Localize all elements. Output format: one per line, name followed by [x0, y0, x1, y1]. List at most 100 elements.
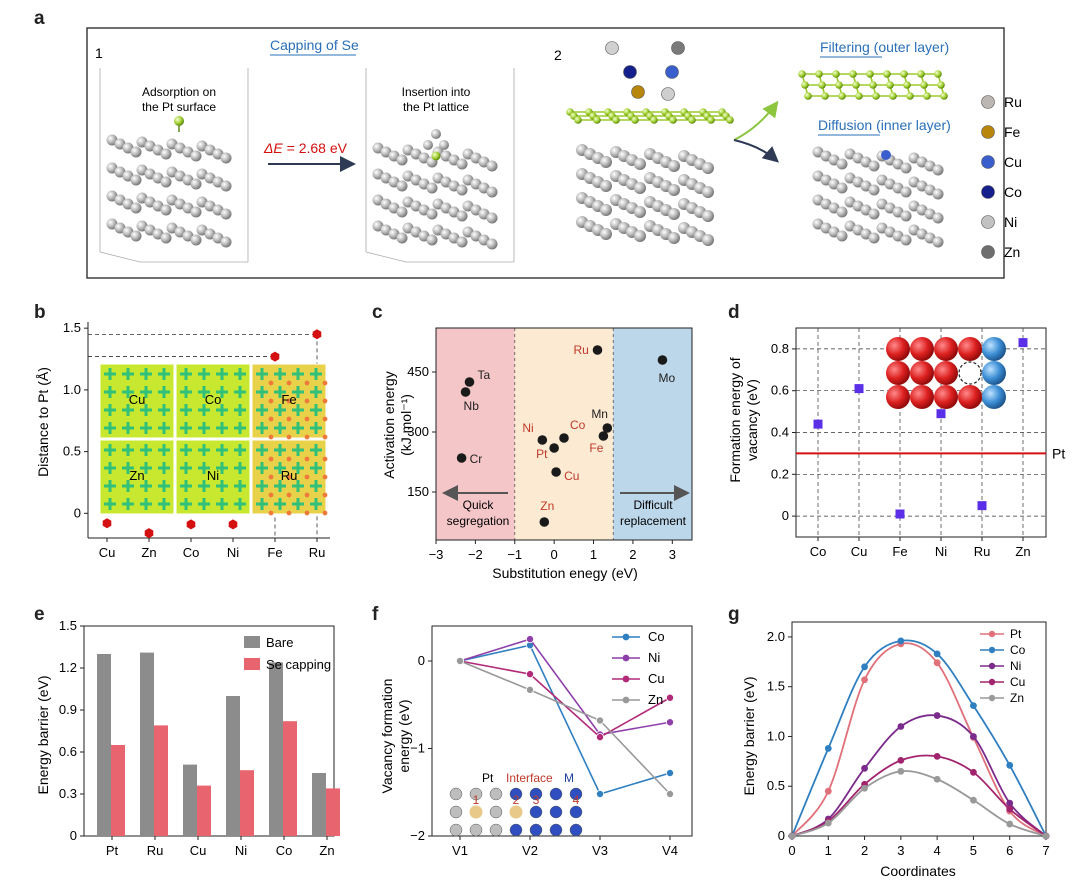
- pt-atom: [220, 180, 232, 192]
- legend-atom-ru: [981, 95, 995, 109]
- pt-atom: [190, 206, 202, 218]
- panel-d-ylabel-1: Formation energy of: [727, 357, 743, 482]
- y-tick-label: −1: [410, 741, 425, 756]
- pt-atom: [426, 208, 438, 220]
- metal-sphere: [982, 385, 1006, 409]
- legend-atom-fe: [981, 125, 995, 139]
- pt-atom: [190, 178, 202, 190]
- charge-map-lobe: [202, 444, 206, 456]
- series-line-co: [459, 644, 671, 795]
- charge-map-lobe: [260, 404, 264, 416]
- legend-label-se-capping: Se capping: [266, 657, 331, 672]
- data-point-zn: [144, 528, 154, 539]
- inset-vacancy-marker: [469, 805, 483, 819]
- x-tick-label: V2: [522, 843, 538, 858]
- point-label-mo: Mo: [658, 371, 675, 385]
- se-atom: [889, 92, 897, 100]
- x-tick-label: Ni: [935, 544, 947, 559]
- pt-atom: [160, 204, 172, 216]
- bar-bare-ru: [140, 652, 154, 836]
- se-atom: [934, 70, 942, 78]
- metal-sphere: [982, 361, 1006, 385]
- pt-atom: [836, 182, 848, 194]
- y-tick-label: 0: [74, 505, 81, 520]
- charge-map-lobe: [126, 498, 130, 510]
- legend-marker-co: [622, 633, 630, 641]
- pt-atom: [634, 182, 646, 194]
- pt-atom: [668, 232, 680, 244]
- legend-label-pt: Pt: [1010, 627, 1022, 641]
- se-atom: [940, 92, 948, 100]
- x-tick-label: Ru: [974, 544, 991, 559]
- panel-f-legend: Co Ni Cu Zn: [612, 629, 665, 707]
- charge-map-lobe: [144, 444, 148, 456]
- data-point-co: [559, 433, 569, 443]
- inset-pt-atom: [489, 805, 503, 819]
- y-tick-label: 1.0: [63, 382, 81, 397]
- charge-map-hot: [304, 416, 310, 422]
- pt-atom: [868, 232, 880, 244]
- step1-label: 1: [95, 45, 103, 61]
- adsorption-line2: the Pt surface: [142, 100, 216, 114]
- charge-map-lobe: [238, 386, 242, 398]
- bar-bare-zn: [312, 773, 326, 836]
- panel-a-frame: [86, 27, 1005, 279]
- inset-metal-atom: [529, 823, 543, 837]
- x-tick-label: Cu: [851, 544, 868, 559]
- charge-map-lobe: [108, 480, 112, 492]
- charge-map-lobe: [314, 386, 318, 398]
- legend-marker-zn: [988, 694, 996, 702]
- pt-atom: [836, 158, 848, 170]
- series-point-zn: [1006, 820, 1014, 828]
- reference-label-pt: Pt: [1052, 445, 1065, 461]
- x-tick-label: 7: [1042, 843, 1049, 858]
- inset-metal-atom: [509, 787, 523, 801]
- charge-map-lobe: [314, 462, 318, 474]
- charge-map-lobe: [144, 404, 148, 416]
- data-point-ni: [228, 519, 238, 530]
- inset-metal-atom: [549, 805, 563, 819]
- charge-map-lobe: [314, 498, 318, 510]
- legend-atom-cu: [981, 155, 995, 169]
- charge-map-hot: [322, 456, 328, 462]
- charge-map-hot: [268, 492, 274, 498]
- pt-atom: [396, 180, 408, 192]
- pt-atom: [600, 204, 612, 216]
- charge-map-lobe: [220, 462, 224, 474]
- charge-map-lobe: [278, 444, 282, 456]
- panel-b-ylabel: Distance to Pt (Å): [35, 367, 51, 477]
- panel-d: 0 0.2 0.4 0.6 0.8 Co Cu Fe Ni Ru Zn Pt Formation e…: [727, 327, 1065, 559]
- pt-atom: [702, 210, 714, 222]
- point-label-zn: Zn: [540, 499, 554, 513]
- charge-map-lobe: [238, 444, 242, 456]
- charge-map-lobe: [108, 368, 112, 380]
- charge-map-tile: [175, 439, 251, 515]
- charge-map-lobe: [202, 386, 206, 398]
- charge-map-hot: [322, 510, 328, 516]
- se-atom: [937, 81, 945, 89]
- charge-map-hot: [304, 380, 310, 386]
- pt-atom: [456, 236, 468, 248]
- y-tick-label: 0.3: [59, 786, 77, 801]
- series-curve-ni: [791, 714, 1047, 837]
- legend-label-fe: Fe: [1004, 124, 1021, 140]
- charge-map-lobe: [162, 498, 166, 510]
- charge-map-lobe: [126, 462, 130, 474]
- charge-map-lobe: [220, 386, 224, 398]
- legend-label-cu: Cu: [1010, 675, 1025, 689]
- se-atom: [832, 70, 840, 78]
- series-point-co: [897, 637, 905, 645]
- inset-metal-atom: [569, 787, 583, 801]
- x-tick-label: Ru: [147, 843, 164, 858]
- quick-line1: Quick: [463, 498, 495, 512]
- charge-map-lobe: [184, 404, 188, 416]
- y-tick-label: 150: [407, 484, 429, 499]
- charge-map-hot: [268, 456, 274, 462]
- inset-pt-atom: [449, 823, 463, 837]
- pt-atom: [836, 230, 848, 242]
- charge-map-lobe: [260, 498, 264, 510]
- y-tick-label: 0.2: [771, 466, 789, 481]
- series-point-ni: [897, 723, 905, 730]
- legend-marker-co: [988, 646, 996, 654]
